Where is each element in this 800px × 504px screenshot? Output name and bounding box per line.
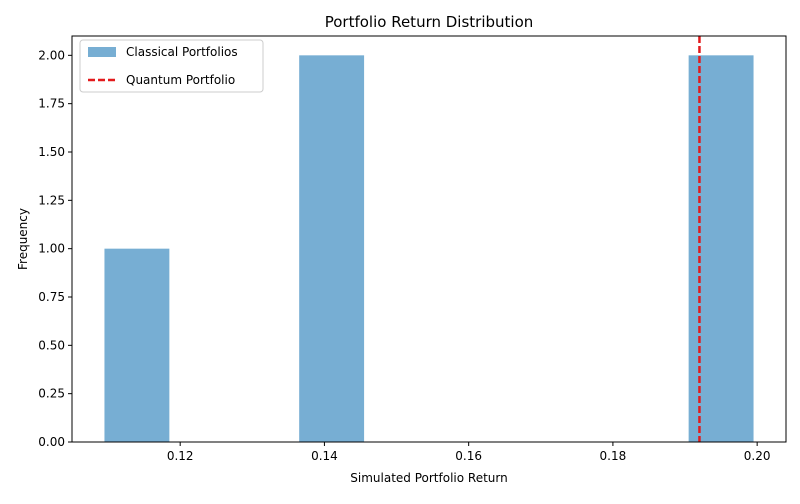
histogram-bar-2 (299, 55, 365, 442)
chart-title: Portfolio Return Distribution (325, 13, 534, 31)
y-tick-label: 0.75 (38, 290, 65, 304)
y-tick-label: 0.00 (38, 435, 65, 449)
x-tick-label: 0.18 (600, 449, 627, 463)
y-tick-label: 0.25 (38, 387, 65, 401)
legend-frame (79, 39, 264, 93)
x-tick-label: 0.16 (455, 449, 482, 463)
y-tick-label: 1.75 (38, 97, 65, 111)
x-axis-ticks: 0.12 0.14 0.16 0.18 0.20 (167, 442, 771, 463)
axes (71, 35, 787, 443)
y-tick-label: 1.50 (38, 145, 65, 159)
bars-layer (104, 55, 754, 442)
y-tick-label: 1.00 (38, 242, 65, 256)
x-tick-label: 0.12 (167, 449, 194, 463)
legend-label-classical: Classical Portfolios (126, 45, 238, 59)
y-tick-label: 1.25 (38, 193, 65, 207)
y-axis-label: Frequency (16, 208, 30, 270)
legend-label-quantum: Quantum Portfolio (126, 73, 235, 87)
y-tick-label: 0.50 (38, 338, 65, 352)
x-axis-label: Simulated Portfolio Return (350, 471, 507, 485)
plot-frame (71, 35, 787, 443)
y-tick-label: 2.00 (38, 48, 65, 62)
histogram-bar-1 (104, 248, 170, 442)
y-axis-ticks: 0.00 0.25 0.50 0.75 1.00 1.25 1.50 1.75 2.00 (38, 48, 72, 449)
x-tick-label: 0.14 (311, 449, 338, 463)
legend-swatch-classical (88, 47, 116, 57)
legend: Classical Portfolios Quantum Portfolio (79, 39, 264, 93)
x-tick-label: 0.20 (744, 449, 771, 463)
